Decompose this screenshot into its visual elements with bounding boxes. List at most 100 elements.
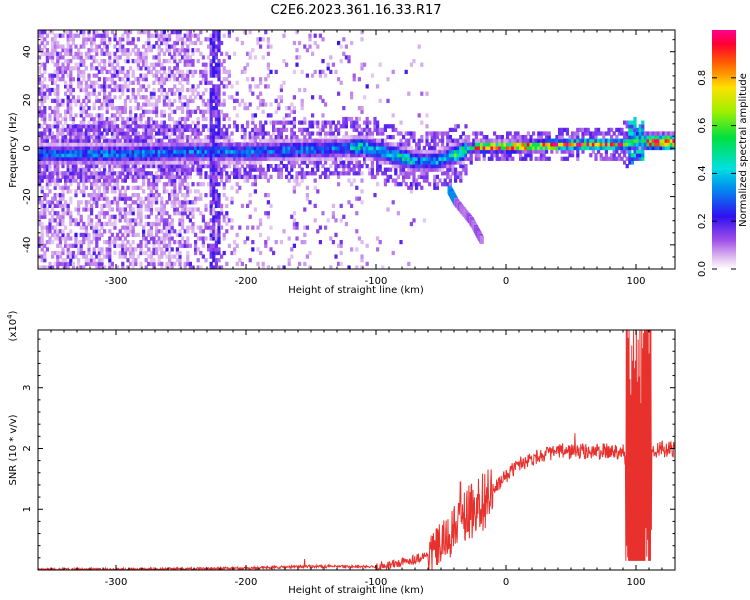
spectrogram-cell xyxy=(305,73,309,78)
spectrogram-cell xyxy=(105,156,109,161)
spectrogram-cell xyxy=(103,87,107,93)
spectrogram-cell xyxy=(456,160,460,165)
spectrogram-cell xyxy=(149,102,153,107)
spectrogram-cell xyxy=(253,156,257,161)
spectrogram-cell xyxy=(160,66,164,71)
spectrogram-cell xyxy=(69,98,73,104)
spectrogram-cell xyxy=(126,240,130,245)
spectrogram-cell xyxy=(519,145,523,151)
spectrogram-cell xyxy=(524,156,528,161)
spectrogram-cell xyxy=(212,236,216,241)
spectrogram-cell xyxy=(441,160,445,165)
spectrogram-cell xyxy=(71,265,75,269)
spectrogram-cell xyxy=(82,149,86,154)
spectrogram-cell xyxy=(555,135,559,140)
spectrogram-cell xyxy=(568,149,572,154)
spectrogram-cell xyxy=(225,145,229,151)
spectrogram-cell xyxy=(222,131,226,136)
spectrogram-cell xyxy=(160,153,164,158)
spectrogram-cell xyxy=(170,171,174,176)
spectrogram-cell xyxy=(105,33,109,38)
spectrogram-cell xyxy=(61,44,65,49)
spectrogram-cell xyxy=(147,193,151,198)
spectrogram-cell xyxy=(129,203,133,209)
spectrogram-cell xyxy=(409,149,413,154)
spectrogram-cell xyxy=(334,145,338,151)
spectrogram-cell xyxy=(181,243,185,248)
spectrogram-cell xyxy=(186,59,190,64)
spectrogram-cell xyxy=(391,142,395,147)
spectrogram-cell xyxy=(113,84,117,89)
spectrogram-cell xyxy=(43,135,47,140)
spectrogram-cell xyxy=(51,55,55,60)
spectrogram-cell xyxy=(344,116,348,122)
spectrogram-cell xyxy=(123,138,127,143)
spectrogram-cell xyxy=(365,164,369,169)
spectrogram-cell xyxy=(524,142,528,147)
spectrogram-cell xyxy=(48,131,52,136)
spectrogram-cell xyxy=(396,164,400,169)
spectrogram-cell xyxy=(259,145,263,151)
spectrogram-cell xyxy=(155,69,159,75)
spectrogram-cell xyxy=(651,135,655,140)
spectrogram-cell xyxy=(334,160,338,165)
spectrogram-cell xyxy=(220,145,224,151)
spectrogram-cell xyxy=(95,240,99,245)
spectrogram-cell xyxy=(339,261,343,267)
spectrogram-cell xyxy=(126,59,130,64)
spectrogram-cell xyxy=(214,51,218,56)
spectrogram-cell xyxy=(266,131,270,136)
spectrogram-cell xyxy=(64,178,68,183)
spectrogram-cell xyxy=(97,120,101,125)
spectrogram-cell xyxy=(139,243,143,248)
spectrogram-cell xyxy=(399,145,403,151)
spectrogram-cell xyxy=(222,145,226,151)
spectrogram-cell xyxy=(513,135,517,140)
spectrogram-cell xyxy=(108,149,112,154)
spectrogram-cell xyxy=(82,62,86,67)
spectrogram-cell xyxy=(95,135,99,140)
spectrogram-cell xyxy=(168,59,172,64)
spectrogram-cell xyxy=(160,207,164,212)
spectrogram-cell xyxy=(178,131,182,136)
spectrogram-cell xyxy=(235,156,239,161)
spectrogram-cell xyxy=(360,149,364,154)
spectrogram-cell xyxy=(165,160,169,165)
spectrogram-cell xyxy=(129,135,133,140)
spectrogram-cell xyxy=(339,203,343,209)
spectrogram-cell xyxy=(105,124,109,129)
spectrogram-cell xyxy=(97,221,101,227)
spectrogram-cell xyxy=(246,62,250,67)
spectrogram-cell xyxy=(589,131,593,136)
spectrogram-cell xyxy=(420,120,424,125)
spectrogram-cell xyxy=(290,131,294,136)
spectrogram-cell xyxy=(136,232,140,238)
spectrogram-cell xyxy=(97,218,101,223)
spectrogram-cell xyxy=(139,95,143,100)
spectrogram-cell xyxy=(610,145,614,151)
spectrogram-cell xyxy=(285,156,289,161)
spectrogram-cell xyxy=(282,59,286,64)
spectrogram-cell xyxy=(77,182,81,187)
spectrogram-cell xyxy=(40,203,44,209)
spectrogram-cell xyxy=(316,131,320,136)
spectrogram-cell xyxy=(251,160,255,165)
spectrogram-cell xyxy=(92,59,96,64)
spectrogram-cell xyxy=(212,131,216,136)
spectrogram-cell xyxy=(212,232,216,238)
spectrogram-cell xyxy=(227,73,231,78)
spectrogram-cell xyxy=(77,153,81,158)
spectrogram-cell xyxy=(207,80,211,85)
spectrogram-cell xyxy=(186,149,190,154)
spectrogram-cell xyxy=(168,51,172,56)
spectrogram-cell xyxy=(430,167,434,172)
spectrogram-cell xyxy=(573,131,577,136)
spectrogram-cell xyxy=(48,127,52,133)
spectrogram-cell xyxy=(79,149,83,154)
spectrogram-cell xyxy=(43,193,47,198)
spectrogram-cell xyxy=(38,200,42,205)
spectrogram-cell xyxy=(214,153,218,158)
spectrogram-cell xyxy=(461,156,465,161)
spectrogram-cell xyxy=(620,149,624,154)
spectrogram-cell xyxy=(110,240,114,245)
